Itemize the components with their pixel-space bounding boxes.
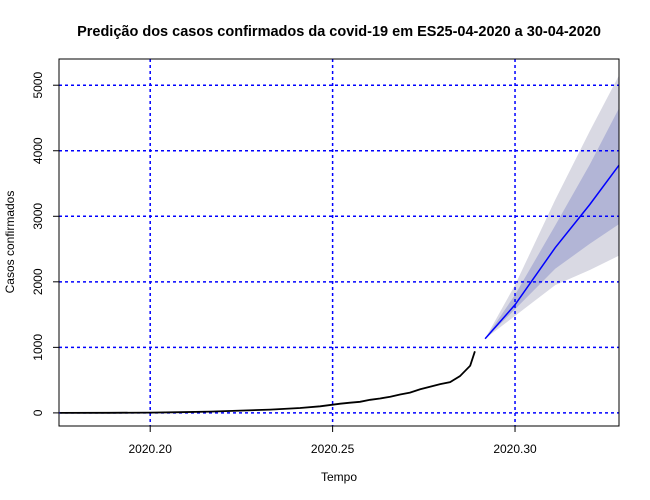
series-line-forecast [484,164,620,340]
interval-band-outer [485,75,619,339]
y-tick-label: 0 [31,409,45,416]
grid-lines [59,59,619,426]
y-tick-label: 3000 [31,203,45,230]
interval-band-inner [485,108,619,339]
x-axis: 2020.20 2020.25 2020.30 [129,426,537,456]
series-lines [60,164,620,414]
y-tick-label: 2000 [31,268,45,295]
y-tick-label: 5000 [31,72,45,99]
x-tick-label: 2020.25 [311,442,355,456]
y-axis: 0 1000 2000 3000 4000 5000 [31,72,59,416]
y-tick-label: 1000 [31,334,45,361]
x-axis-label: Tempo [321,470,357,484]
x-tick-label: 2020.20 [129,442,173,456]
series-line-observed [60,351,476,414]
plot-frame [58,58,620,427]
y-tick-label: 4000 [31,137,45,164]
prediction-intervals [485,75,619,339]
chart-title: Predição dos casos confirmados da covid-… [77,24,601,40]
y-axis-label: Casos confirmados [3,191,17,294]
x-tick-label: 2020.30 [493,442,537,456]
